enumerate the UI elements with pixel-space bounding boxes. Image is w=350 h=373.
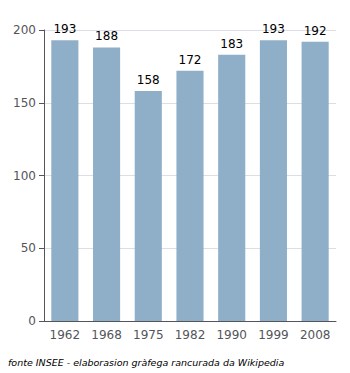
svg-text:1962: 1962	[50, 328, 81, 342]
svg-text:1982: 1982	[175, 328, 206, 342]
svg-text:1968: 1968	[91, 328, 122, 342]
svg-text:200: 200	[13, 23, 36, 37]
svg-text:193: 193	[53, 22, 76, 36]
svg-text:193: 193	[262, 22, 285, 36]
svg-text:50: 50	[21, 241, 36, 255]
svg-text:183: 183	[220, 37, 243, 51]
svg-text:0: 0	[28, 314, 36, 328]
svg-text:150: 150	[13, 96, 36, 110]
svg-text:fonte INSEE - elaborasion gràf: fonte INSEE - elaborasion gràfega rancur…	[8, 357, 284, 368]
svg-text:158: 158	[137, 73, 160, 87]
svg-text:1990: 1990	[216, 328, 247, 342]
svg-text:172: 172	[179, 53, 202, 67]
svg-text:100: 100	[13, 169, 36, 183]
svg-text:1975: 1975	[133, 328, 164, 342]
svg-text:188: 188	[95, 29, 118, 43]
svg-text:192: 192	[304, 24, 327, 38]
svg-text:1999: 1999	[258, 328, 289, 342]
svg-text:2008: 2008	[300, 328, 331, 342]
